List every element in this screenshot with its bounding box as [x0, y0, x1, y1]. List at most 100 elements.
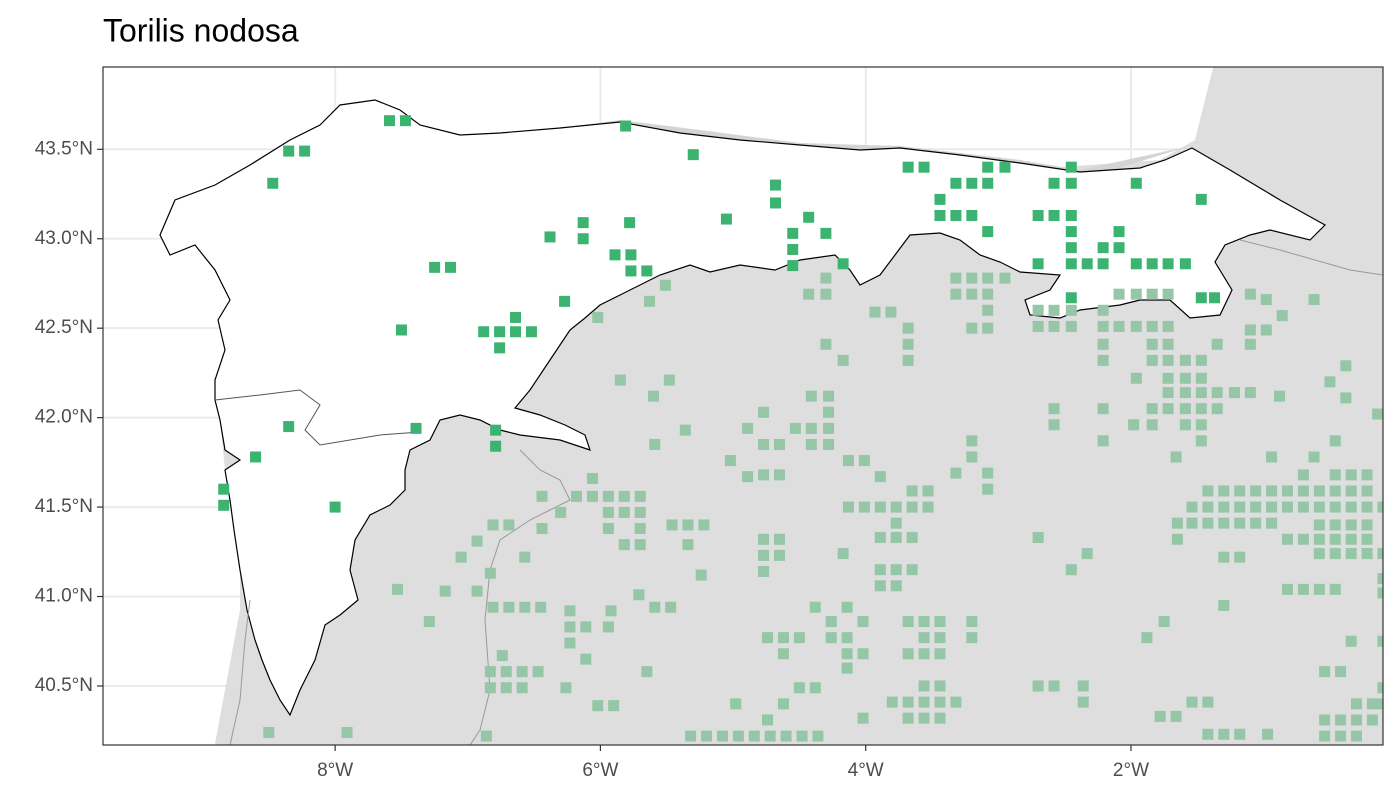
record-square — [641, 666, 653, 678]
record-square — [934, 680, 946, 692]
record-square — [701, 730, 713, 742]
record-square — [445, 261, 457, 273]
record-square — [1234, 728, 1246, 740]
record-square — [1266, 451, 1278, 463]
record-square — [1281, 485, 1293, 497]
record-square — [934, 209, 946, 221]
record-square — [1218, 728, 1230, 740]
record-square — [720, 213, 732, 225]
record-square — [769, 197, 781, 209]
record-square — [1361, 519, 1373, 531]
record-square — [1313, 548, 1325, 560]
record-square — [571, 490, 583, 502]
record-square — [902, 322, 914, 334]
record-square — [480, 730, 492, 742]
record-square — [649, 601, 661, 613]
record-square — [1340, 392, 1352, 404]
x-tick-label: 2°W — [1113, 760, 1149, 781]
record-square — [605, 605, 617, 617]
record-square — [966, 451, 978, 463]
record-square — [1195, 292, 1207, 304]
border — [214, 389, 421, 446]
record-square — [982, 288, 994, 300]
record-square — [1032, 531, 1044, 543]
record-square — [1065, 292, 1077, 304]
record-square — [1179, 403, 1191, 415]
record-square — [1218, 485, 1230, 497]
record-square — [1345, 533, 1357, 545]
record-square — [1158, 616, 1170, 628]
record-square — [1361, 533, 1373, 545]
record-square — [858, 455, 870, 467]
record-square — [820, 272, 832, 284]
record-square — [682, 539, 694, 551]
record-square — [777, 632, 789, 644]
record-square — [679, 424, 691, 436]
record-square — [525, 326, 537, 338]
record-square — [837, 548, 849, 560]
y-tick-label: 41.5°N — [35, 496, 93, 517]
record-square — [602, 621, 614, 633]
record-square — [1032, 304, 1044, 316]
record-square — [1350, 714, 1362, 726]
record-square — [966, 177, 978, 189]
record-square — [1308, 294, 1320, 306]
record-square — [1048, 403, 1060, 415]
record-square — [758, 438, 770, 450]
record-square — [439, 585, 451, 597]
record-square — [614, 374, 626, 386]
record-square — [857, 712, 869, 724]
record-square — [823, 390, 835, 402]
record-square — [787, 243, 799, 255]
record-square — [966, 435, 978, 447]
record-square — [934, 712, 946, 724]
record-square — [592, 311, 604, 323]
record-square — [966, 288, 978, 300]
record-square — [805, 390, 817, 402]
record-square — [510, 311, 522, 323]
record-square — [902, 338, 914, 350]
record-square — [906, 485, 918, 497]
record-square — [500, 682, 512, 694]
record-square — [1081, 548, 1093, 560]
record-square — [620, 120, 632, 132]
record-square — [687, 149, 699, 161]
record-square — [982, 304, 994, 316]
record-square — [918, 616, 930, 628]
y-tick-label: 40.5°N — [35, 675, 93, 696]
record-square — [820, 288, 832, 300]
record-square — [1266, 517, 1278, 529]
record-square — [809, 601, 821, 613]
record-square — [1297, 533, 1309, 545]
record-square — [1048, 177, 1060, 189]
record-square — [602, 506, 614, 518]
record-square — [742, 471, 754, 483]
record-square — [820, 227, 832, 239]
record-square — [918, 648, 930, 660]
record-square — [519, 551, 531, 563]
record-square — [1065, 258, 1077, 270]
record-square — [902, 696, 914, 708]
record-square — [1202, 728, 1214, 740]
record-square — [857, 648, 869, 660]
record-square — [1345, 548, 1357, 560]
record-square — [532, 666, 544, 678]
record-square — [966, 616, 978, 628]
record-square — [1171, 517, 1183, 529]
border — [469, 449, 571, 745]
record-square — [1234, 517, 1246, 529]
record-square — [1077, 696, 1089, 708]
record-square — [1097, 435, 1109, 447]
record-square — [982, 483, 994, 495]
record-square — [1297, 501, 1309, 513]
record-square — [918, 680, 930, 692]
record-square — [1377, 682, 1383, 694]
record-square — [902, 648, 914, 660]
record-square — [918, 712, 930, 724]
record-square — [1146, 338, 1158, 350]
record-square — [618, 490, 630, 502]
record-square — [1329, 519, 1341, 531]
record-square — [777, 698, 789, 710]
record-square — [1377, 587, 1383, 599]
